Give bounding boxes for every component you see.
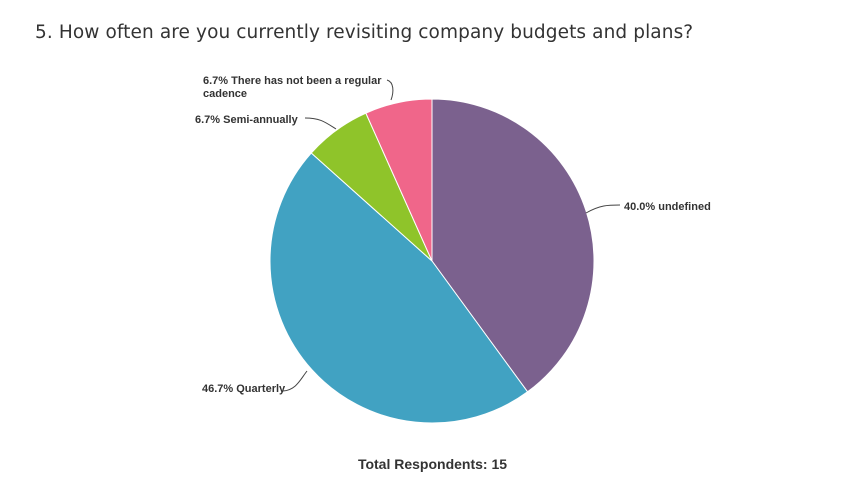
leader-line-undefined [585,204,621,214]
total-respondents: Total Respondents: 15 [357,456,508,472]
slice-label-no-cadence: 6.7% There has not been a regular cadenc… [203,75,385,100]
leader-line-quarterly [282,370,308,392]
slice-label-undefined: 40.0% undefined [624,201,711,213]
pie-slices [269,98,595,424]
pie-slice-undefined[interactable] [431,98,595,393]
question-title: 5. How often are you currently revisitin… [35,22,694,43]
leader-line-semi-annually [304,117,337,130]
pie-slice-quarterly[interactable] [269,152,529,424]
leader-line-no-cadence [386,79,394,101]
slice-label-no-cadence-line2: cadence [203,88,247,100]
slice-label-quarterly: 46.7% Quarterly [202,383,286,395]
slice-label-no-cadence-line1: 6.7% There has not been a regular [203,75,382,87]
slice-label-semi-annually: 6.7% Semi-annually [195,114,299,126]
slice-labels: 40.0% undefined 46.7% Quarterly 6.7% Sem… [195,75,711,395]
pie-slice-no-cadence[interactable] [365,98,433,262]
leader-lines [282,79,621,392]
